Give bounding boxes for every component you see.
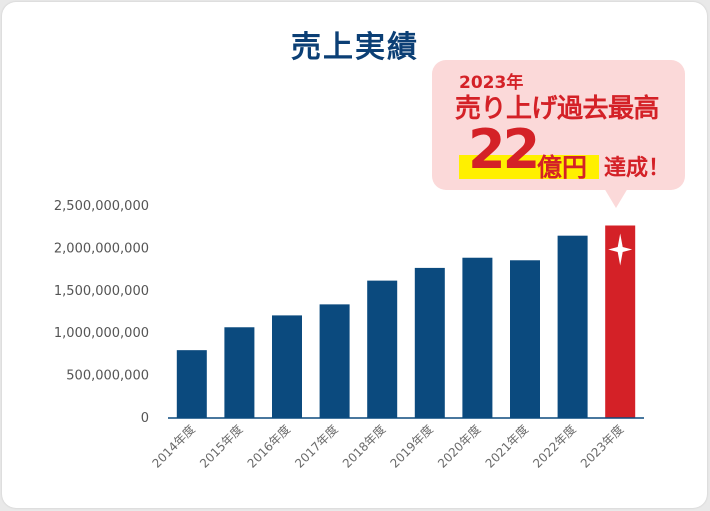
y-tick-label: 2,000,000,000 <box>54 241 149 256</box>
callout-headline: 売り上げ過去最高 <box>455 94 660 124</box>
chart-title: 売上実績 <box>291 30 419 65</box>
callout-amount: 22 <box>468 118 540 181</box>
sparkle-icon <box>608 233 633 266</box>
x-tick-label: 2016年度 <box>244 422 293 471</box>
bar <box>510 260 540 418</box>
bars <box>176 225 636 418</box>
bar <box>462 257 493 418</box>
bar <box>176 350 207 418</box>
x-tick-label: 2017年度 <box>292 422 341 471</box>
bar <box>414 267 445 418</box>
x-axis-labels: 2014年度 2015年度 2016年度 2017年度 2018年度 2019年度 2020… <box>149 422 627 471</box>
callout-pointer <box>604 188 628 208</box>
x-tick-label: 2019年度 <box>387 422 436 471</box>
y-tick-label: 1,500,000,000 <box>54 284 149 299</box>
y-tick-label: 1,000,000,000 <box>54 326 149 341</box>
x-tick-label: 2018年度 <box>339 422 388 471</box>
x-tick-label: 2022年度 <box>530 422 579 471</box>
bar <box>319 304 350 418</box>
y-tick-label: 2,500,000,000 <box>54 199 149 214</box>
bar <box>224 327 255 418</box>
callout-achieved: 達成！ <box>604 156 671 181</box>
bar <box>272 315 302 418</box>
y-tick-label: 500,000,000 <box>66 369 149 384</box>
x-tick-label: 2023年度 <box>577 422 626 471</box>
x-tick-label: 2014年度 <box>149 422 198 471</box>
x-tick-label: 2021年度 <box>482 422 531 471</box>
x-tick-label: 2015年度 <box>196 422 245 471</box>
y-axis-labels: 0 500,000,000 1,000,000,000 1,500,000,000 2,… <box>54 199 149 426</box>
bar <box>557 235 588 418</box>
x-tick-label: 2020年度 <box>434 422 483 471</box>
y-tick-label: 0 <box>141 411 149 426</box>
highlight-marker <box>459 155 599 179</box>
callout-unit: 億円 <box>537 153 588 182</box>
callout-year: 2023年 <box>459 73 524 93</box>
bar <box>367 280 398 418</box>
